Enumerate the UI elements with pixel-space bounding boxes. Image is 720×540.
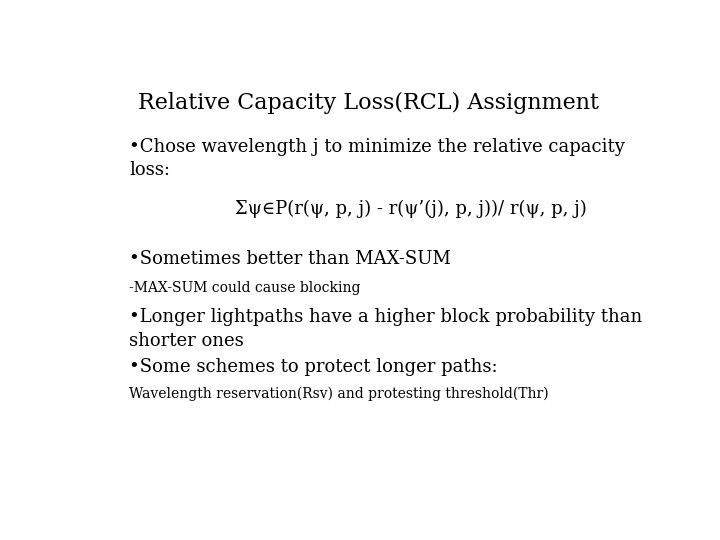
Text: -MAX-SUM could cause blocking: -MAX-SUM could cause blocking — [129, 281, 361, 295]
Text: Relative Capacity Loss(RCL) Assignment: Relative Capacity Loss(RCL) Assignment — [138, 92, 600, 114]
Text: Σψ∈P(r(ψ, p, j) - r(ψ’(j), p, j))/ r(ψ, p, j): Σψ∈P(r(ψ, p, j) - r(ψ’(j), p, j))/ r(ψ, … — [235, 200, 587, 218]
Text: •Some schemes to protect longer paths:: •Some schemes to protect longer paths: — [129, 358, 498, 376]
Text: •Longer lightpaths have a higher block probability than
shorter ones: •Longer lightpaths have a higher block p… — [129, 308, 642, 349]
Text: •Chose wavelength j to minimize the relative capacity
loss:: •Chose wavelength j to minimize the rela… — [129, 138, 625, 179]
Text: Wavelength reservation(Rsv) and protesting threshold(Thr): Wavelength reservation(Rsv) and protesti… — [129, 387, 549, 401]
Text: •Sometimes better than MAX-SUM: •Sometimes better than MAX-SUM — [129, 250, 451, 268]
